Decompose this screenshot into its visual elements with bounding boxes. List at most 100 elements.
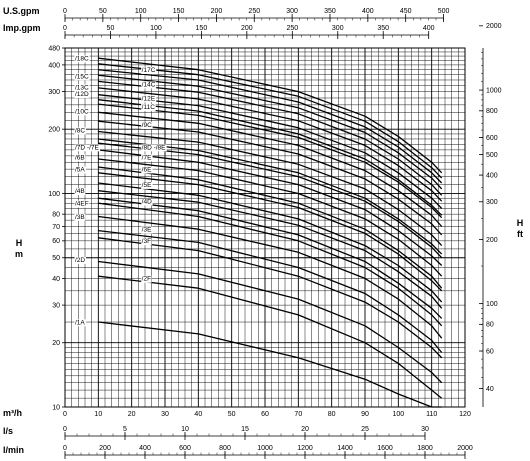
curve-7C: [98, 142, 443, 259]
curve-label-bg: [141, 66, 157, 74]
x-scale-tick-label: 10: [94, 411, 102, 418]
x-scale-tick-label: 500: [438, 8, 450, 15]
x-scale-tick-label: 5: [123, 426, 127, 433]
y-left-tick-label: 300: [48, 89, 60, 96]
x-scale-tick-label: 800: [219, 445, 231, 452]
curve-label: /12D: [75, 91, 89, 98]
x-scale-tick-label: 110: [426, 411, 437, 418]
y-left-tick-label: 70: [52, 224, 60, 231]
x-scale-label: l/s: [3, 426, 13, 436]
curve-9C: [98, 120, 443, 236]
curve-label-bg: [141, 103, 156, 111]
y-left-tick-label: 480: [48, 45, 60, 52]
y-right-tick-label: 600: [486, 135, 498, 142]
y-right-tick-label: 60: [486, 348, 494, 355]
curve-label-bg: [141, 166, 153, 174]
curve-label: /7D -/7E: [75, 144, 100, 151]
x-scale-tick-label: 1000: [257, 445, 273, 452]
curve-label: /5A: [75, 166, 85, 173]
x-scale-tick-label: 70: [294, 411, 302, 418]
x-scale-tick-label: 250: [286, 25, 298, 32]
y-right-tick-label: 2000: [486, 23, 502, 30]
x-scale-tick-label: 2000: [457, 445, 473, 452]
y-left-tick-label: 60: [52, 238, 60, 245]
curve-label: /17C: [142, 67, 156, 74]
curve-label: /8D -/8E: [142, 144, 167, 151]
x-scale-tick-label: 400: [362, 8, 374, 15]
x-scale-label: U.S.gpm: [3, 6, 40, 16]
x-scale-tick-label: 1400: [337, 445, 353, 452]
x-scale-tick-label: 400: [139, 445, 151, 452]
x-scale-tick-label: 50: [99, 8, 107, 15]
curve-6E: [98, 166, 443, 289]
y-right-tick-label: 500: [486, 152, 498, 159]
y-right-tick-label: 40: [486, 386, 494, 393]
x-scale-label: Imp.gpm: [3, 23, 41, 33]
y-right-axis-label: H: [517, 218, 524, 228]
x-scale-tick-label: 0: [63, 426, 67, 433]
y-right-tick-label: 80: [486, 322, 494, 329]
curve-label: /12E: [142, 95, 156, 102]
curve-label-bg: [74, 154, 86, 162]
curve-label: /8C: [75, 127, 85, 134]
curve-label-bg: [141, 144, 167, 152]
y-left-tick-label: 20: [52, 340, 60, 347]
x-scale-tick-label: 350: [324, 8, 336, 15]
x-scale-tick-label: 10: [181, 426, 189, 433]
y-left-axis-unit: m: [15, 249, 23, 259]
curve-label: /14C: [142, 81, 156, 88]
curve-3B: [98, 215, 443, 339]
curve-5A: [98, 172, 443, 292]
curve-8C: [98, 130, 443, 247]
curve-3E: [98, 229, 443, 353]
curve-label: /15C: [75, 73, 89, 80]
x-scale-tick-label: 1200: [297, 445, 313, 452]
curve-2D: [98, 260, 443, 384]
x-scale-tick-label: 50: [228, 411, 236, 418]
x-scale-tick-label: 80: [328, 411, 336, 418]
curve-label: /1A: [75, 319, 85, 326]
x-scale-tick-label: 350: [377, 25, 389, 32]
curve-12E: [98, 99, 443, 216]
curve-label-bg: [74, 73, 90, 81]
curve-label-bg: [74, 108, 90, 116]
curve-7D7E: [98, 149, 443, 266]
y-right-tick-label: 300: [486, 199, 498, 206]
curve-8D8E: [98, 138, 443, 255]
curve-label: /2D: [75, 257, 85, 264]
x-scale-tick-label: 100: [150, 25, 162, 32]
curve-label: /7E: [142, 154, 152, 161]
y-right-tick-label: 1000: [486, 88, 502, 95]
y-right-tick-label: 400: [486, 172, 498, 179]
curve-label-bg: [141, 121, 153, 129]
axes: 1020304050607080100200300400480Hm4060801…: [3, 6, 523, 459]
x-scale-tick-label: 100: [392, 411, 404, 418]
x-scale-tick-label: 30: [421, 426, 429, 433]
x-scale-tick-label: 400: [423, 25, 435, 32]
y-left-tick-label: 400: [48, 62, 60, 69]
curve-15C: [98, 74, 443, 190]
x-scale-tick-label: 20: [128, 411, 136, 418]
x-scale-tick-label: 0: [63, 445, 67, 452]
curve-label-bg: [74, 166, 86, 174]
curve-label-bg: [141, 275, 152, 283]
curve-label-bg: [74, 319, 86, 327]
curve-label: /18C: [75, 56, 89, 63]
y-right-tick-label: 800: [486, 108, 498, 115]
curve-4D: [98, 197, 443, 319]
curve-2F: [98, 275, 443, 399]
x-scale-tick-label: 40: [194, 411, 202, 418]
y-right-tick-label: 100: [486, 301, 498, 308]
x-scale-tick-label: 120: [459, 411, 471, 418]
curve-6B: [98, 158, 443, 277]
y-left-tick-label: 40: [52, 276, 60, 283]
x-scale-tick-label: 60: [261, 411, 269, 418]
curve-label: /3E: [142, 227, 152, 234]
curve-1A: [98, 321, 442, 408]
curves: [98, 57, 443, 408]
y-right-axis-unit: ft: [517, 229, 523, 239]
y-left-tick-label: 100: [48, 191, 60, 198]
y-right-tick-label: 200: [486, 237, 498, 244]
curve-label-bg: [74, 55, 90, 63]
curve-4EF: [98, 202, 443, 327]
